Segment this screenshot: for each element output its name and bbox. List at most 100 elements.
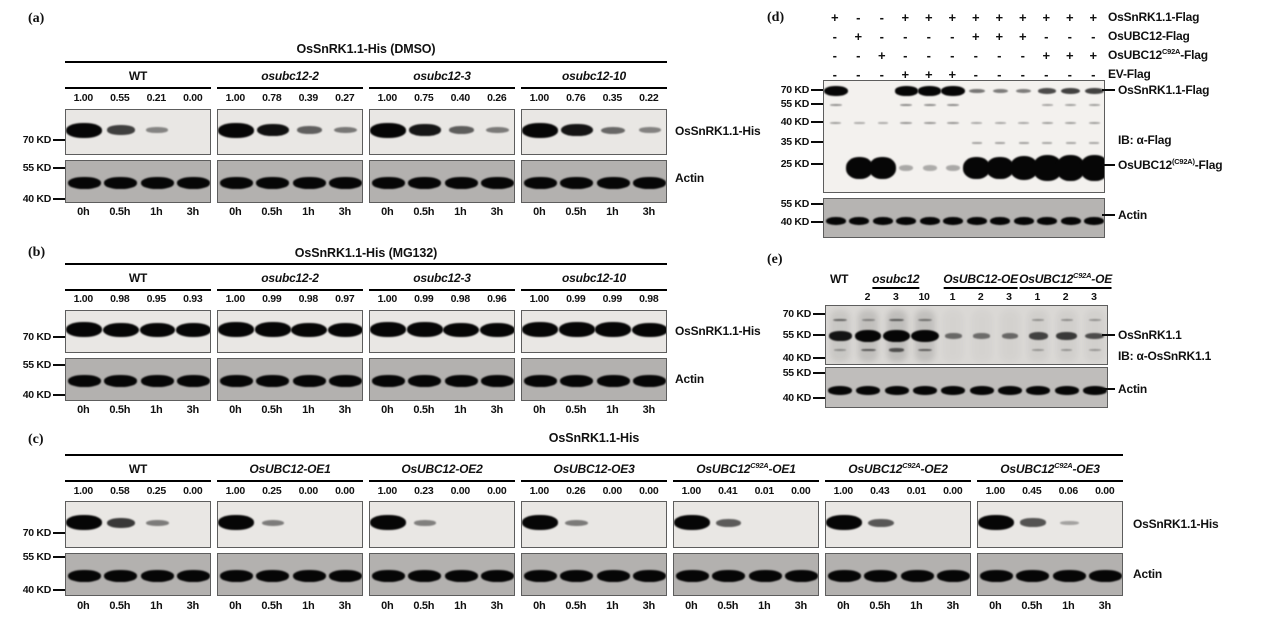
lane-sign: + bbox=[971, 29, 980, 44]
flag-band bbox=[854, 122, 865, 124]
target-band bbox=[261, 519, 284, 526]
panel-b-title: OsSnRK1.1-His (MG132) bbox=[294, 246, 438, 260]
mw-tick-dash bbox=[53, 364, 65, 366]
mw-marker-label: 55 KD bbox=[782, 367, 812, 379]
flag-band bbox=[941, 86, 966, 96]
lane-sign: + bbox=[854, 29, 863, 44]
timepoint-label: 0.5h bbox=[565, 600, 587, 612]
timepoint-label: 0h bbox=[381, 206, 394, 218]
lane-sign: - bbox=[879, 29, 884, 44]
timepoint-label: 0.5h bbox=[261, 600, 283, 612]
group-underline bbox=[217, 87, 363, 89]
lane-number: 3 bbox=[1091, 291, 1097, 303]
blot-ossnrk1 bbox=[825, 305, 1108, 365]
timepoint-label: 1h bbox=[150, 600, 163, 612]
target-band bbox=[66, 322, 103, 338]
ratio-value: 1.00 bbox=[377, 485, 398, 497]
group-name: osubc12-2 bbox=[261, 271, 319, 285]
panel-label-c: (c) bbox=[28, 432, 44, 447]
sign-row-label: OsSnRK1.1-Flag bbox=[1108, 10, 1200, 24]
mw-tick-dash bbox=[811, 221, 823, 223]
target-band bbox=[560, 124, 593, 137]
actin-band bbox=[937, 570, 970, 583]
target-band bbox=[406, 322, 443, 338]
mw-tick-dash bbox=[813, 313, 825, 315]
target-band bbox=[106, 517, 135, 528]
mw-marker: 35 KD bbox=[765, 136, 823, 148]
blot-target-protein bbox=[217, 501, 363, 548]
actin-band bbox=[1037, 217, 1058, 225]
lane-number: 1 bbox=[949, 291, 956, 303]
timepoint-label: 1h bbox=[454, 206, 467, 218]
actin-band bbox=[219, 177, 253, 190]
timepoint-label: 0h bbox=[533, 206, 546, 218]
blot-label-text: OsSnRK1.1-His bbox=[675, 324, 761, 338]
ratio-value: 0.58 bbox=[110, 485, 130, 497]
actin-band bbox=[256, 177, 290, 190]
actin-band bbox=[969, 385, 994, 395]
actin-band bbox=[67, 177, 101, 190]
ratio-value: 0.00 bbox=[602, 485, 623, 497]
panel-d-coexpression-blot: (d) + - - + + + + + + + + + OsSnRK1.1-Flag - + - - - - + + + -… bbox=[760, 6, 1279, 248]
mw-tick-dash bbox=[811, 121, 823, 123]
blot-target-protein bbox=[521, 310, 667, 353]
actin-band bbox=[997, 385, 1022, 395]
mw-marker: 40 KD bbox=[7, 584, 65, 596]
blot-label-text: OsSnRK1.1-Flag bbox=[1118, 83, 1210, 97]
actin-band bbox=[104, 177, 138, 190]
actin-band bbox=[864, 570, 898, 583]
flag-band bbox=[900, 122, 913, 124]
lane-sign: + bbox=[830, 10, 839, 25]
actin-band bbox=[941, 385, 966, 395]
background-band bbox=[1088, 319, 1101, 321]
group-underline bbox=[977, 480, 1123, 482]
ratio-value: 0.43 bbox=[870, 485, 890, 497]
ratio-value: 1.00 bbox=[985, 485, 1006, 497]
timepoint-label: 3h bbox=[490, 404, 504, 416]
blot-name-label: OsSnRK1.1-His bbox=[675, 324, 761, 338]
lane-sign: + bbox=[1018, 29, 1027, 44]
target-band bbox=[448, 126, 474, 135]
timepoint-label: 1h bbox=[150, 404, 163, 416]
ratio-value: 0.98 bbox=[298, 293, 319, 305]
actin-band bbox=[633, 570, 666, 583]
blot-name-label: OsUBC12(C92A)-Flag bbox=[1102, 158, 1223, 172]
ratio-value: 0.93 bbox=[183, 293, 203, 305]
target-band bbox=[413, 519, 436, 526]
lane-sign: - bbox=[1067, 67, 1072, 82]
target-band bbox=[826, 515, 863, 531]
ratio-value: 0.06 bbox=[1058, 485, 1079, 497]
background-band bbox=[918, 318, 932, 322]
group-name: OsUBC12-OE3 bbox=[553, 462, 635, 476]
snrk1-band bbox=[1028, 332, 1048, 340]
pointer-dash bbox=[1102, 164, 1115, 166]
blot-label-text: OsSnRK1.1-His bbox=[1133, 517, 1219, 531]
mw-marker-label: 55 KD bbox=[22, 359, 52, 371]
ratio-value: 0.39 bbox=[298, 92, 319, 104]
blot-name-label: Actin bbox=[1102, 382, 1147, 396]
mw-marker: 55 KD bbox=[767, 329, 825, 341]
background-band bbox=[861, 348, 876, 352]
ratio-value: 1.00 bbox=[225, 92, 246, 104]
flag-band bbox=[947, 104, 960, 106]
timepoint-label: 1h bbox=[1062, 600, 1075, 612]
flag-band bbox=[971, 122, 983, 124]
blot-actin-loading bbox=[65, 553, 211, 596]
actin-band bbox=[329, 375, 362, 388]
background-band bbox=[917, 348, 933, 352]
blot-label-text: Actin bbox=[1118, 382, 1148, 396]
flag-band bbox=[968, 88, 985, 94]
background-band bbox=[1060, 349, 1073, 351]
ratio-value: 0.00 bbox=[639, 485, 659, 497]
lane-sign: - bbox=[1067, 29, 1072, 44]
actin-band bbox=[896, 217, 917, 225]
ratio-value: 0.00 bbox=[183, 485, 203, 497]
timepoint-label: 1h bbox=[454, 404, 467, 416]
actin-band bbox=[408, 570, 442, 583]
target-band bbox=[66, 515, 103, 531]
lane-sign: - bbox=[903, 29, 908, 44]
lane-sign: - bbox=[832, 67, 837, 82]
lane-sign: + bbox=[924, 67, 933, 82]
blot-actin-loading bbox=[521, 358, 667, 401]
timepoint-label: 0h bbox=[77, 206, 90, 218]
